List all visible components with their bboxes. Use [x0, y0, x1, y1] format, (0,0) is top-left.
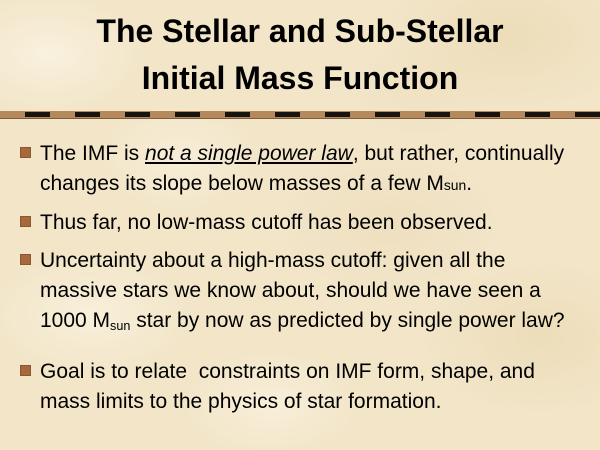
slide-title: The Stellar and Sub-Stellar Initial Mass … — [0, 8, 600, 102]
bullet-item: The IMF is not a single power law, but r… — [20, 139, 594, 200]
bullet-square-icon — [20, 365, 31, 377]
bullet-square-icon — [20, 147, 31, 158]
bullet-square-icon — [20, 254, 31, 265]
bullet-text: Thus far, no low-mass cutoff has been ob… — [40, 211, 493, 234]
title-line-1: The Stellar and Sub-Stellar — [96, 13, 504, 49]
title-line-2: Initial Mass Function — [141, 60, 459, 96]
dashed-divider — [0, 111, 600, 119]
bullet-list: The IMF is not a single power law, but r… — [20, 139, 594, 425]
bullet-item: Goal is to relate constraints on IMF for… — [20, 357, 594, 417]
bullet-item: Thus far, no low-mass cutoff has been ob… — [20, 208, 594, 238]
bullet-text: The IMF is not a single power law, but r… — [40, 142, 565, 195]
bullet-square-icon — [20, 216, 31, 227]
bullet-text: Goal is to relate constraints on IMF for… — [40, 360, 535, 414]
bullet-item: Uncertainty about a high-mass cutoff: gi… — [20, 246, 594, 341]
bullet-text: Uncertainty about a high-mass cutoff: gi… — [40, 249, 565, 334]
